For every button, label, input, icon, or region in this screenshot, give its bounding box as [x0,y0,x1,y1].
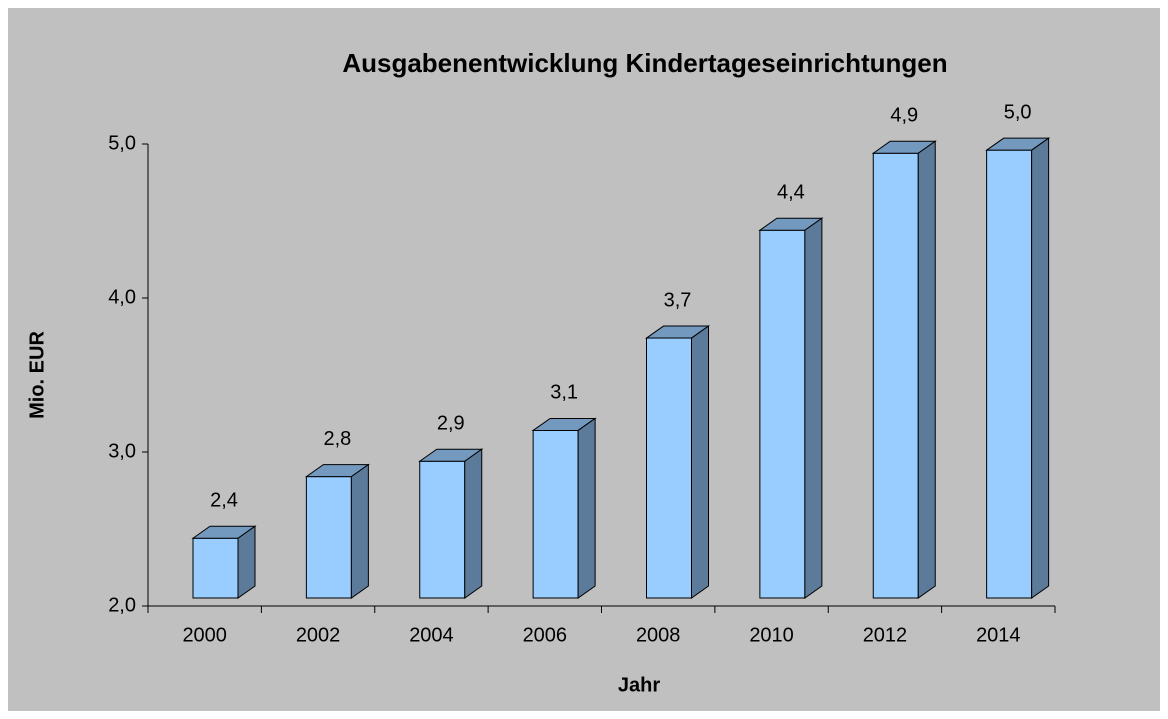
x-tick-label: 2002 [296,624,341,646]
bar-side [237,525,256,599]
value-label: 4,9 [890,105,918,127]
bar-side [464,448,483,599]
bar [986,149,1033,599]
bar [305,476,352,599]
bar [532,429,579,599]
y-tick-label: 3,0 [108,440,136,462]
y-axis-label: Mio. EUR [26,331,48,419]
x-tick-label: 2000 [182,624,227,646]
x-tick-label: 2008 [636,624,681,646]
value-label: 3,1 [550,382,578,404]
x-tick-label: 2010 [749,624,794,646]
x-tick-label: 2012 [863,624,908,646]
bar-side [691,325,709,599]
bar [872,152,919,599]
y-tick-label: 2,0 [108,594,136,616]
value-label: 2,9 [437,413,465,435]
bar [192,537,239,599]
bar-side [1031,137,1050,599]
value-label: 2,4 [210,490,238,512]
value-label: 3,7 [664,289,692,311]
bar-side [350,463,369,599]
x-axis-label: Jahr [618,674,660,696]
bar-side [917,140,936,599]
chart-title: Ausgabenentwicklung Kindertageseinrichtu… [342,48,947,78]
y-tick-label: 4,0 [108,286,136,308]
bar-side [804,217,823,599]
value-label: 2,8 [323,428,351,450]
bar [419,460,466,599]
x-tick-label: 2014 [976,624,1021,646]
bar-side [577,417,596,599]
bar [646,337,692,599]
y-tick-label: 5,0 [108,132,136,154]
bar [759,229,806,599]
x-tick-label: 2004 [409,624,454,646]
x-tick-label: 2006 [523,624,568,646]
value-label: 5,0 [1004,101,1032,123]
value-label: 4,4 [777,182,805,204]
